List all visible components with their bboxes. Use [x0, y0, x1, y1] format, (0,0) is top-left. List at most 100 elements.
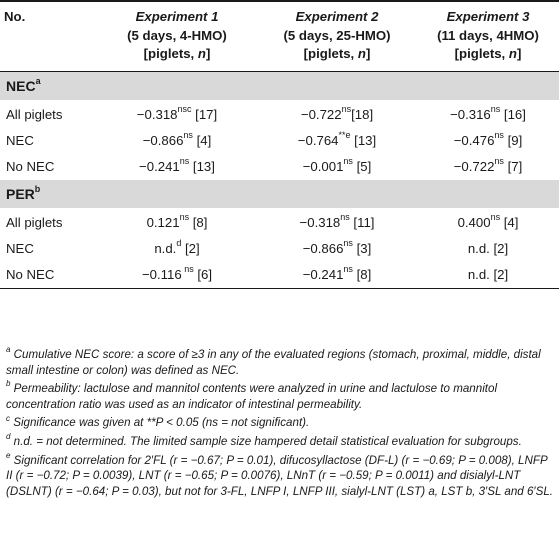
- sample-count: [6]: [193, 266, 213, 282]
- significance-mark: ns: [343, 156, 353, 167]
- table-row: All piglets 0.121ns [8] −0.318ns [11] 0.400…: [0, 208, 559, 236]
- table-row: NEC n.d.d [2] −0.866ns [3] n.d. [2]: [0, 236, 559, 262]
- section-footnote-mark: a: [35, 75, 41, 86]
- sample-count: [13]: [350, 132, 377, 148]
- row-label: All piglets: [6, 106, 63, 122]
- correlation-value: −0.476: [453, 132, 495, 148]
- correlation-cell: 0.400ns [4]: [417, 208, 559, 236]
- correlation-value: 0.400: [457, 214, 491, 230]
- experiment-conditions: (5 days, 4-HMO): [127, 27, 227, 43]
- experiment-title: Experiment 1: [135, 9, 219, 24]
- footnote-text: Significance was given at **P < 0.05 (ns…: [10, 416, 310, 430]
- significance-mark: ns: [179, 212, 190, 223]
- row-label: No NEC: [0, 261, 97, 289]
- sample-count: [13]: [189, 158, 215, 174]
- experiment-conditions: (5 days, 25-HMO): [283, 27, 391, 43]
- significance-mark: ns: [179, 156, 190, 167]
- sample-count: [17]: [191, 106, 218, 122]
- sample-count: [7]: [503, 158, 523, 174]
- sample-count: [2]: [489, 266, 509, 282]
- correlation-cell: −0.316ns [16]: [417, 100, 559, 128]
- row-label: NEC: [6, 132, 34, 148]
- header-no: No.: [0, 0, 97, 72]
- footnote-mark: b: [6, 379, 11, 389]
- table-row: All piglets −0.318nsc [17] −0.722ns[18] −0.…: [0, 100, 559, 128]
- section-label: NECa: [0, 71, 559, 100]
- significance-mark: ns: [183, 130, 193, 141]
- footnotes: a Cumulative NEC score: a score of ≥3 in…: [6, 346, 554, 502]
- correlation-value: −0.722: [453, 158, 495, 174]
- correlation-cell: 0.121ns [8]: [97, 208, 257, 236]
- header-experiment-2: Experiment 2 (5 days, 25-HMO) [piglets, …: [257, 0, 417, 72]
- row-label: NEC: [6, 240, 34, 256]
- correlation-value: n.d.: [467, 266, 490, 282]
- significance-mark: d: [176, 238, 182, 249]
- footnote-mark: e: [6, 450, 11, 460]
- correlation-cell: n.d. [2]: [417, 236, 559, 262]
- sample-count: [16]: [500, 106, 526, 122]
- experiment-title: Experiment 2: [295, 9, 379, 24]
- correlation-cell: −0.764**e [13]: [257, 128, 417, 154]
- footnote: a Cumulative NEC score: a score of ≥3 in…: [6, 346, 554, 378]
- significance-mark: ns: [341, 104, 352, 115]
- correlation-cell: −0.241ns [13]: [97, 154, 257, 180]
- sample-count: [4]: [500, 214, 519, 230]
- significance-mark: ns: [494, 156, 504, 167]
- header-experiment-1: Experiment 1 (5 days, 4-HMO) [piglets, n…: [97, 0, 257, 72]
- footnote: b Permeability: lactulose and mannitol c…: [6, 379, 554, 412]
- sample-count: [3]: [352, 240, 372, 256]
- correlation-cell: −0.722ns [7]: [417, 154, 559, 180]
- experiment-title: Experiment 3: [446, 9, 530, 24]
- section-row: NECa: [0, 71, 559, 100]
- section-title: PER: [6, 185, 35, 202]
- footnote-text: n.d. = not determined. The limited sampl…: [10, 434, 522, 448]
- correlation-cell: −0.116 ns [6]: [97, 261, 257, 289]
- footnote-mark: d: [6, 432, 11, 442]
- footnote-text: Permeability: lactulose and mannitol con…: [6, 382, 498, 411]
- table-header-row: No. Experiment 1 (5 days, 4-HMO) [piglet…: [0, 0, 559, 72]
- correlation-cell: −0.722ns[18]: [257, 100, 417, 128]
- correlation-value: −0.316: [450, 106, 491, 122]
- correlation-value: −0.318: [299, 214, 341, 230]
- table-row: NEC −0.866ns [4] −0.764**e [13] −0.476ns [9…: [0, 128, 559, 154]
- significance-mark: ns: [340, 212, 350, 223]
- section-title: NEC: [6, 77, 36, 94]
- experiment-units: [piglets, n]: [454, 46, 522, 61]
- correlation-value: n.d.: [467, 240, 490, 256]
- correlation-value: −0.001: [302, 158, 344, 174]
- correlation-value: −0.764: [297, 132, 339, 148]
- correlation-cell: −0.318nsc [17]: [97, 100, 257, 128]
- significance-mark: ns: [490, 104, 501, 115]
- significance-mark: nsc: [177, 104, 192, 115]
- correlation-cell: −0.866ns [3]: [257, 236, 417, 262]
- significance-mark: ns: [181, 264, 194, 275]
- table-body: NECa All piglets −0.318nsc [17] −0.722ns[18…: [0, 71, 559, 289]
- correlation-value: −0.318: [136, 106, 178, 122]
- experiment-units: [piglets, n]: [143, 46, 211, 61]
- correlation-value: −0.241: [139, 158, 180, 174]
- significance-mark: ns: [494, 130, 504, 141]
- sample-count: [2]: [181, 240, 200, 256]
- footnote-mark: c: [6, 413, 10, 423]
- row-label: All piglets: [6, 214, 63, 230]
- significance-mark: ns: [343, 264, 353, 275]
- footnote-text: Significant correlation for 2′FL (r = −0…: [6, 453, 553, 498]
- sample-count: [11]: [349, 214, 375, 230]
- sample-count: [2]: [489, 240, 509, 256]
- correlation-value: n.d.: [154, 240, 177, 256]
- experiment-conditions: (11 days, 4HMO): [437, 27, 539, 43]
- sample-count: [5]: [352, 158, 372, 174]
- section-row: PERb: [0, 179, 559, 208]
- sample-count: [8]: [352, 266, 372, 282]
- section-footnote-mark: b: [34, 183, 41, 194]
- correlation-value: −0.241: [302, 266, 344, 282]
- sample-count: [4]: [192, 132, 212, 148]
- correlation-cell: −0.476ns [9]: [417, 128, 559, 154]
- correlation-value: −0.116: [141, 266, 182, 282]
- table-row: No NEC −0.241ns [13] −0.001ns [5] −0.722ns …: [0, 154, 559, 180]
- footnote: d n.d. = not determined. The limited sam…: [6, 432, 554, 450]
- sample-count: [18]: [351, 106, 374, 122]
- correlation-cell: −0.001ns [5]: [257, 154, 417, 180]
- correlation-cell: n.d. [2]: [417, 261, 559, 289]
